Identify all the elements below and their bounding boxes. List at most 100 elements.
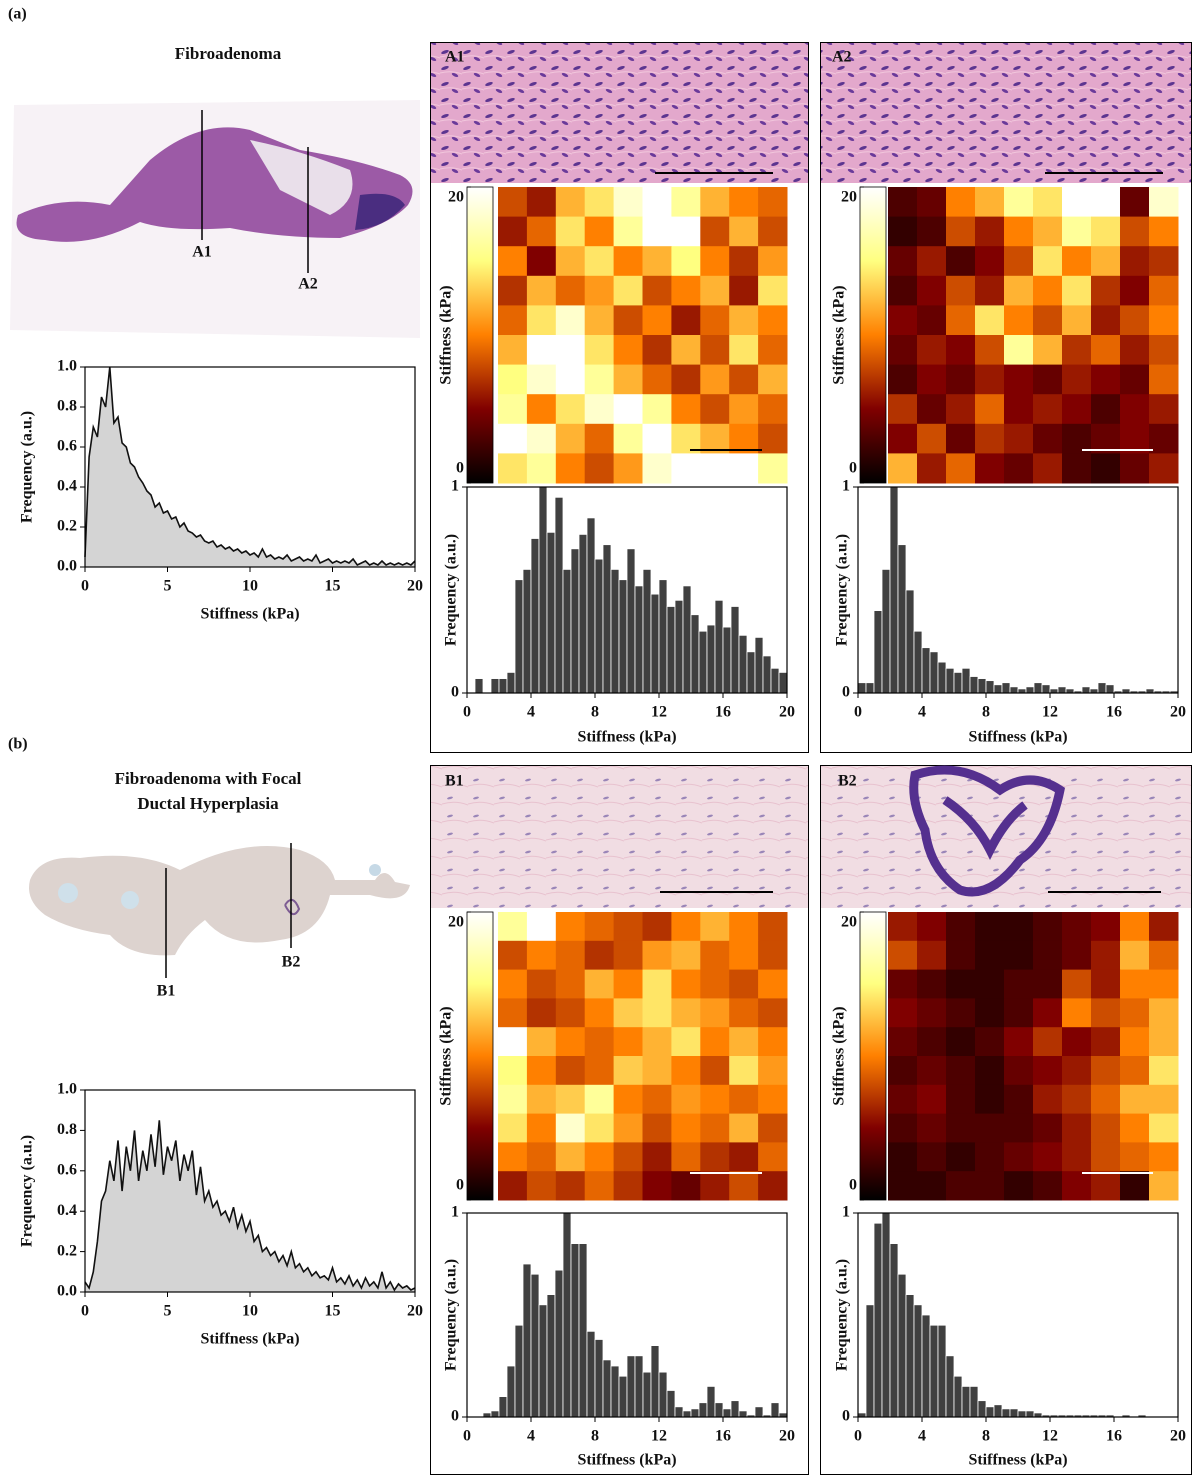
x-axis-label: Stiffness (kPa)	[577, 1452, 676, 1469]
colorbar-label: Stiffness (kPa)	[438, 1006, 455, 1105]
bar	[945, 1355, 955, 1418]
bar	[969, 676, 979, 694]
image-label: A2	[832, 49, 852, 66]
line	[84, 1120, 416, 1292]
heatmap-cell	[917, 1056, 947, 1086]
bar	[857, 682, 867, 694]
heatmap-cell	[671, 1113, 701, 1143]
heatmap-cell	[584, 394, 615, 425]
histology-image	[431, 43, 808, 183]
heatmap-cell	[917, 335, 947, 366]
heatmap-cell	[1149, 187, 1179, 218]
heatmap-cell	[555, 246, 586, 277]
x-tick-label: 12	[651, 1428, 667, 1445]
bar	[865, 682, 875, 694]
heatmap-cell	[758, 423, 788, 454]
heatmap-cell	[1062, 364, 1092, 395]
heatmap-cell	[946, 998, 976, 1028]
x-axis-label: Stiffness (kPa)	[968, 1452, 1067, 1469]
bar	[778, 672, 788, 694]
heatmap-cell	[758, 216, 788, 247]
heatmap-cell	[758, 1142, 788, 1172]
heatmap-cell	[555, 1084, 586, 1115]
y-tick-label: 0.8	[57, 1121, 77, 1138]
heatmap-cell	[1091, 423, 1121, 454]
heatmap-cell	[758, 912, 788, 942]
heatmap-cell	[1091, 1142, 1121, 1172]
heatmap-cell	[642, 394, 672, 425]
bar	[674, 599, 684, 694]
heatmap-cell	[613, 335, 643, 366]
heatmap-cell	[758, 364, 788, 395]
heatmap-cell	[888, 305, 918, 336]
heatmap-cell	[729, 1142, 759, 1172]
y-axis-label: Frequency (a.u.)	[834, 1259, 851, 1371]
heatmap-cell	[1033, 305, 1063, 336]
image-label: B1	[445, 773, 464, 790]
heatmap-cell	[1062, 912, 1092, 942]
bar	[594, 1339, 604, 1418]
bar	[626, 1355, 636, 1418]
bar	[474, 678, 484, 694]
heatmap-cell	[917, 187, 947, 218]
bar	[698, 630, 708, 694]
colorbar-tick-label: 0	[456, 1177, 464, 1194]
bar	[690, 1408, 700, 1418]
y-tick-label: 1.0	[57, 358, 77, 375]
bar	[522, 1263, 532, 1418]
heatmap-cell	[1033, 912, 1063, 942]
plot-frame	[466, 1212, 788, 1418]
x-tick-label: 0	[463, 1428, 471, 1445]
y-tick-label: 0.2	[57, 1242, 77, 1259]
bar	[1145, 688, 1155, 694]
heatmap-cell	[498, 940, 528, 971]
heatmap-cell	[729, 453, 759, 484]
heatmap-cell	[1120, 216, 1150, 247]
heatmap-cell	[526, 912, 557, 942]
bar	[730, 606, 740, 694]
heatmap-cell	[1033, 394, 1063, 425]
heatmap-cell	[613, 1084, 643, 1115]
bar	[770, 667, 780, 694]
x-tick-label: 16	[715, 704, 731, 721]
heatmap-cell	[613, 394, 643, 425]
heatmap-cell	[758, 335, 788, 366]
y-tick-label: 0	[842, 684, 850, 701]
bar	[658, 579, 668, 694]
heatmap-cell	[1120, 246, 1150, 277]
bar	[642, 1371, 652, 1418]
heatmap-cell	[555, 305, 586, 336]
bar	[690, 614, 700, 694]
panel-label: (b)	[8, 736, 28, 753]
heatmap-cell	[526, 998, 557, 1028]
heatmap-cell	[1149, 1142, 1179, 1172]
heatmap-cell	[888, 1084, 918, 1115]
heatmap-cell	[613, 1027, 643, 1057]
heatmap-cell	[1149, 364, 1179, 395]
heatmap-cell	[700, 912, 730, 942]
heatmap-cell	[498, 187, 528, 218]
heatmap-cell	[946, 1027, 976, 1057]
bar	[953, 1375, 963, 1418]
heatmap-cell	[642, 275, 672, 306]
bar	[905, 589, 915, 694]
panel-box	[430, 42, 809, 753]
bar	[897, 544, 907, 694]
heatmap-cell	[975, 940, 1005, 971]
heatmap-cell	[1149, 1171, 1179, 1201]
heatmap-cell	[888, 364, 918, 395]
heatmap-cell	[729, 1056, 759, 1086]
bar	[722, 626, 732, 694]
bar	[634, 585, 644, 694]
bar	[546, 1294, 556, 1418]
heatmap-cell	[1120, 1113, 1150, 1143]
bar	[602, 544, 612, 694]
heatmap-cell	[613, 305, 643, 336]
bar	[1105, 684, 1115, 694]
heatmap-cell	[946, 216, 976, 247]
colorbar	[859, 911, 887, 1201]
heatmap-cell	[700, 1142, 730, 1172]
x-tick-label: 20	[1170, 704, 1186, 721]
x-tick-label: 4	[527, 1428, 535, 1445]
heatmap-cell	[700, 394, 730, 425]
